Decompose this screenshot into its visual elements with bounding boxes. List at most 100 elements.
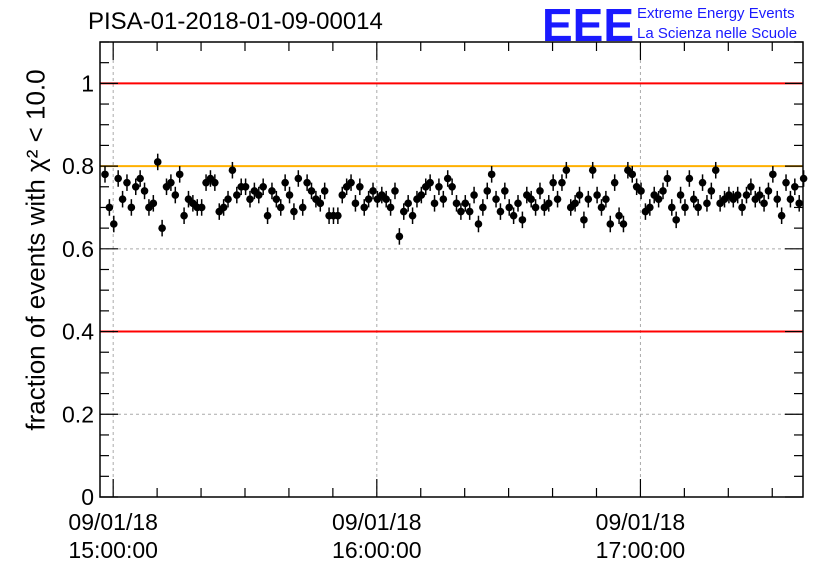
data-point	[123, 178, 131, 187]
data-point	[681, 203, 689, 212]
plot-frame	[99, 41, 804, 498]
data-point	[254, 191, 263, 199]
data-point	[470, 191, 478, 199]
data-point	[646, 203, 654, 212]
data-point	[241, 182, 250, 191]
data-point	[386, 203, 395, 212]
data-point	[276, 203, 285, 212]
data-point	[514, 199, 522, 208]
x-tick-label-date: 09/01/18	[68, 509, 158, 535]
data-point	[435, 182, 443, 191]
data-point	[487, 170, 496, 179]
data-point	[777, 211, 786, 220]
data-point	[711, 166, 720, 175]
data-point	[544, 199, 553, 208]
data-point	[593, 191, 601, 199]
data-point	[290, 207, 298, 216]
data-point	[602, 195, 610, 203]
data-point	[531, 203, 540, 212]
data-point	[259, 182, 267, 191]
data-point	[479, 203, 487, 212]
data-point	[553, 195, 562, 203]
data-point	[769, 170, 777, 179]
data-point	[268, 187, 276, 195]
data-point	[167, 178, 175, 187]
x-tick-label-time: 17:00:00	[596, 537, 686, 563]
data-point	[571, 199, 579, 208]
data-point	[518, 216, 527, 224]
data-point	[351, 199, 360, 208]
data-point	[101, 170, 109, 179]
data-point	[584, 195, 593, 203]
data-point	[457, 207, 465, 216]
data-point	[549, 178, 557, 187]
data-point	[575, 191, 584, 199]
x-tick-label-date: 09/01/18	[332, 509, 422, 535]
data-point	[180, 211, 188, 220]
data-point	[580, 216, 588, 224]
data-point	[320, 187, 329, 195]
data-point	[114, 174, 122, 183]
data-point	[360, 203, 369, 212]
data-point	[509, 211, 518, 220]
data-point	[505, 203, 514, 212]
data-point	[263, 211, 272, 220]
data-point	[615, 211, 623, 220]
data-point	[465, 207, 474, 216]
data-point	[619, 220, 628, 228]
y-tick-label: 0.6	[62, 236, 94, 262]
data-point	[369, 187, 377, 195]
data-point	[676, 191, 685, 199]
data-point	[140, 187, 149, 195]
data-point	[747, 182, 755, 191]
data-point	[131, 182, 140, 191]
data-point	[782, 178, 790, 187]
data-point	[733, 191, 742, 199]
data-point	[118, 195, 127, 203]
data-point	[281, 178, 289, 187]
data-point	[404, 199, 412, 208]
data-point	[233, 191, 241, 199]
data-point	[760, 199, 768, 208]
logo-caption: Extreme Energy Events La Scienza nelle S…	[637, 4, 797, 44]
data-point	[408, 211, 417, 220]
data-point	[439, 195, 448, 203]
y-tick-label: 0.8	[62, 153, 94, 179]
y-tick-label: 0.2	[62, 401, 94, 427]
data-point	[303, 178, 311, 187]
data-point	[606, 220, 615, 228]
data-point	[175, 170, 184, 179]
x-tick-label-time: 15:00:00	[68, 537, 158, 563]
data-point	[685, 174, 694, 183]
data-point	[597, 203, 606, 212]
data-point	[197, 203, 206, 212]
data-point	[109, 220, 118, 228]
data-point	[742, 191, 751, 199]
data-point	[395, 232, 404, 241]
grid	[100, 42, 803, 497]
y-tick-label: 0	[81, 484, 94, 510]
data-point	[224, 195, 232, 203]
data-point	[689, 195, 698, 203]
data-point	[443, 174, 452, 183]
data-point	[667, 203, 676, 212]
axes	[99, 41, 804, 498]
data-point	[795, 199, 804, 208]
data-point	[448, 182, 456, 191]
data-point	[127, 203, 136, 212]
data-point	[496, 207, 505, 216]
data-point	[334, 211, 342, 220]
data-point	[294, 174, 303, 183]
data-point	[105, 203, 114, 212]
data-point	[654, 195, 663, 203]
data-point	[703, 199, 711, 208]
data-point	[637, 187, 645, 195]
y-tick-label: 1	[81, 70, 94, 96]
data-point	[492, 195, 500, 203]
data-point	[698, 178, 707, 187]
data-point	[755, 191, 764, 199]
data-point	[307, 187, 316, 195]
data-point	[773, 195, 782, 203]
data-point	[461, 199, 470, 208]
